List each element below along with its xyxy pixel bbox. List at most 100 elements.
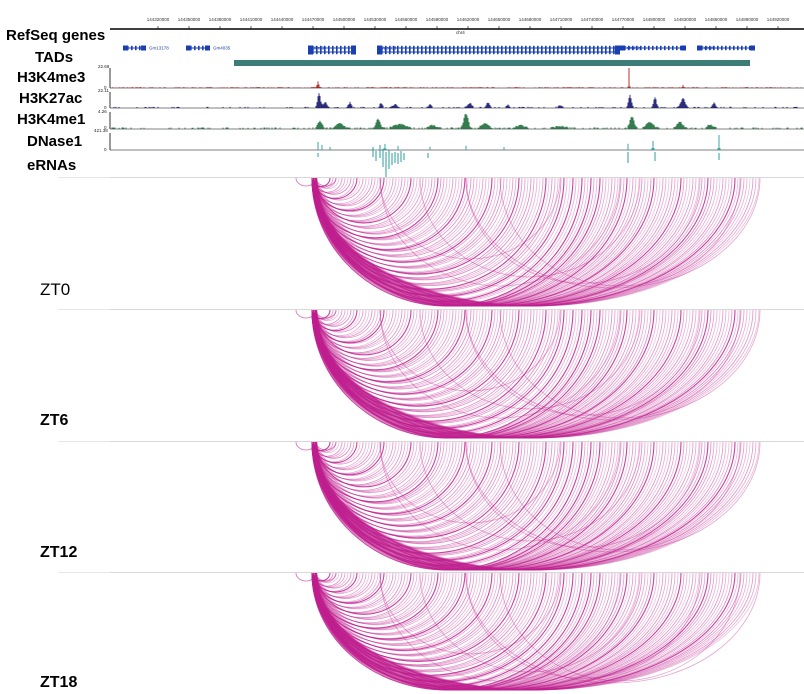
gene-exon [340,49,342,55]
gene-exon [573,49,575,55]
loop-arc [313,309,754,439]
gene-exon [581,45,583,51]
loop-arc [314,309,397,349]
loop-arc [316,441,424,493]
gene-exon [141,45,146,51]
gene-exon [469,45,471,51]
divider [110,309,804,310]
h3k4me1-track-label: H3K4me1 [17,111,86,128]
tad-bar [234,60,750,66]
gene-exon [417,49,419,55]
loop-arc [316,441,376,471]
scale-tick-label: 144650000 [488,17,511,22]
gene-exon [421,45,423,51]
loop-arc [316,441,388,476]
h3k4me3-range-top: 22.69 [98,64,110,69]
chromosome-label: chr4 [456,30,465,35]
h3k4me1-track [109,112,804,130]
erna-track-label: eRNAs [27,157,77,174]
gene-exon [473,49,475,55]
loop-arc [314,177,745,307]
h3k27ac-range-bottom: 0 [104,105,107,110]
loop-arc [314,309,421,361]
gene-exon [680,45,682,51]
gene-exon [332,45,334,51]
loop-arc [313,177,754,307]
gene-exon [481,45,483,51]
gene-exon [336,49,338,55]
scale-tick-label: 144470000 [302,17,325,22]
scale-tick-label: 144590000 [426,17,449,22]
gene-exon [194,45,196,51]
loop-arc [316,441,364,465]
gene-exon [401,45,403,51]
loop-arc [315,309,412,356]
gene-exon [656,45,658,51]
scale-tick-label: 144380000 [209,17,232,22]
gene-exon [749,45,751,51]
gene-exon [676,45,678,51]
loop-arc [379,572,561,655]
loop-arc [311,309,751,439]
gene-exon [385,49,387,55]
loop-arc [419,177,641,278]
gene-exon [525,45,527,51]
loop-arc [313,441,754,571]
gene-exon [477,49,479,55]
loop-arc [465,309,761,421]
gene-exon [652,45,654,51]
loop-arc [315,572,412,615]
loop-arc [314,177,421,229]
loop-arc [316,309,748,439]
gene-exon [601,49,603,55]
gene-exon [351,49,356,55]
loop-arc [316,309,472,384]
gene-exon [697,45,702,51]
gene-exon [465,49,467,55]
loop-arc [316,177,760,307]
gene-exon [413,45,415,51]
gene-exon [609,49,611,55]
loop-arc [316,309,484,390]
gene-exon [553,45,555,51]
loop-arc [316,309,460,379]
loop-arc [316,572,388,605]
loop-arc [316,441,436,499]
loop-arc [314,177,397,217]
gene-exon [597,45,599,51]
loop-arc [314,441,757,571]
gene-exon [421,49,423,55]
loop-arc [316,309,448,373]
loop-arc [316,441,352,459]
gene-exon [561,49,563,55]
gene-exon [186,45,191,51]
gene-exon [585,45,587,51]
loop-arc [316,177,436,235]
gene-label: Gm13178 [149,46,169,51]
dnase-track-label: DNase1 [27,133,83,150]
signal-tracks [109,68,804,177]
gene-exon [465,45,467,51]
loop-arc [465,441,701,548]
gene-exon [721,45,723,51]
gene-exon [705,45,707,51]
loop-arc [315,177,412,224]
gene-exon [597,49,599,55]
scale-tick-label: 144320000 [147,17,170,22]
gene-exon [565,45,567,51]
scale-tick-label: 144440000 [271,17,294,22]
gene-exon [433,45,435,51]
gene-exon [609,45,611,51]
scale-tick-label: 144680000 [519,17,542,22]
gene-exon [457,45,459,51]
gene-exon [389,49,391,55]
gene-label: Dhrs3 [312,46,325,51]
gene-exon [417,45,419,51]
gene-exon [593,45,595,51]
gene-exon [425,45,427,51]
gene-exon [513,49,515,55]
gene-exon [308,49,313,55]
loop-arc [316,309,424,361]
loop-arc [465,572,701,679]
